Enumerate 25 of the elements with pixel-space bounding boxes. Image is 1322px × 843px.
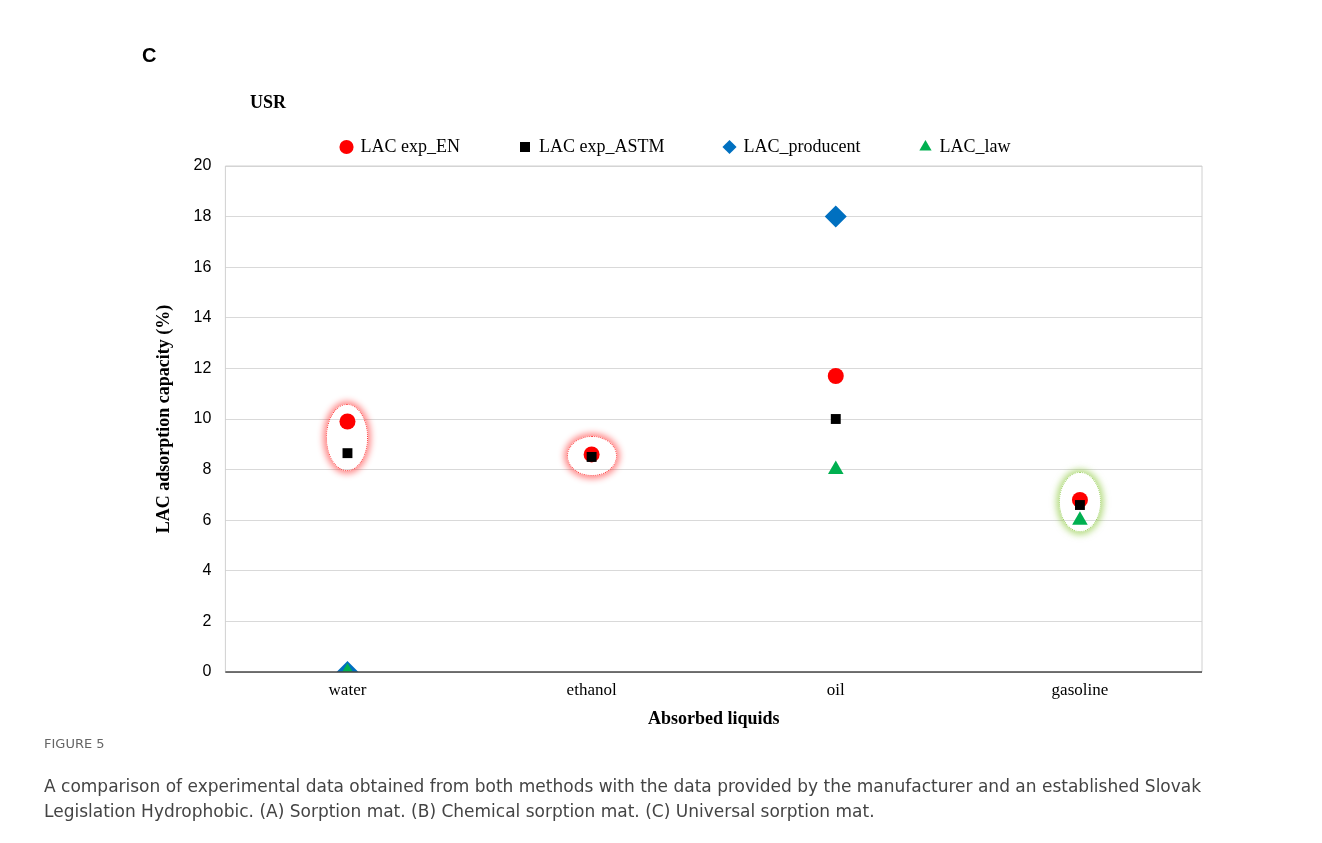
y-tick-label: 10: [193, 409, 212, 427]
text: C: [142, 44, 157, 67]
y-tick-label: 8: [202, 460, 212, 478]
y-tick-label: 16: [193, 257, 212, 275]
y-tick-label: 12: [193, 358, 212, 376]
legend-label: LAC exp_ASTM: [539, 135, 665, 156]
y-tick-label: 0: [202, 662, 212, 680]
y-tick-label: 2: [202, 611, 212, 629]
text: A comparison of experimental data obtained from both methods with the data provided by the manufacturer and an established Slovak Legislation Hydrophobic. (A) Sorption mat. (B) Chemical sorption mat. (C) Universal sorption mat.: [44, 775, 1203, 823]
y-tick-label: 18: [193, 207, 212, 225]
y-tick-label: 6: [202, 510, 212, 528]
y-axis-title: LAC adsorption capacity (%): [153, 304, 175, 534]
x-tick-label: ethanol: [566, 679, 617, 699]
y-tick-label: 4: [202, 561, 212, 579]
legend-label: LAC_producent: [743, 135, 861, 156]
text: USR: [250, 92, 287, 113]
x-tick-label: oil: [826, 679, 846, 699]
y-tick-label: 14: [193, 308, 212, 326]
x-tick-label: gasoline: [1051, 679, 1109, 699]
legend-label: LAC_law: [939, 135, 1011, 156]
caption: FIGURE 5: [44, 736, 105, 751]
x-axis-title: Absorbed liquids: [647, 707, 780, 728]
legend-label: LAC exp_EN: [360, 135, 461, 156]
y-tick-label: 20: [193, 156, 212, 174]
x-tick-label: water: [328, 679, 367, 699]
